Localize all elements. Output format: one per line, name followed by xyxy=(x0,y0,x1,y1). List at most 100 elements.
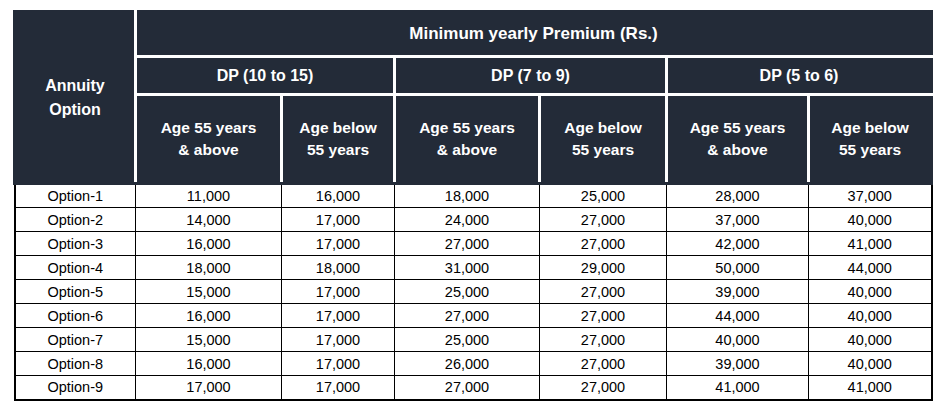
premium-value: 17,000 xyxy=(136,376,282,400)
sub-header-dp5-6-age55-above: Age 55 years & above xyxy=(667,95,809,184)
sub-header-line2: & above xyxy=(178,141,238,158)
premium-value: 27,000 xyxy=(540,376,667,400)
premium-value: 16,000 xyxy=(282,184,395,208)
premium-value: 24,000 xyxy=(395,208,540,232)
premium-value: 17,000 xyxy=(282,232,395,256)
page: Annuity Option Minimum yearly Premium (R… xyxy=(0,0,940,412)
premium-value: 27,000 xyxy=(540,232,667,256)
table-row: Option-2 14,000 17,000 24,000 27,000 37,… xyxy=(15,208,932,232)
premium-value: 16,000 xyxy=(136,232,282,256)
premium-value: 27,000 xyxy=(395,232,540,256)
minimum-yearly-premium-header: Minimum yearly Premium (Rs.) xyxy=(136,12,932,57)
table-row: Option-5 15,000 17,000 25,000 27,000 39,… xyxy=(15,280,932,304)
premium-value: 25,000 xyxy=(395,328,540,352)
premium-value: 37,000 xyxy=(667,208,809,232)
option-label: Option-3 xyxy=(15,232,136,256)
sub-header-line2: & above xyxy=(437,141,497,158)
sub-header-line1: Age below xyxy=(564,119,642,136)
option-label: Option-8 xyxy=(15,352,136,376)
premium-value: 50,000 xyxy=(667,256,809,280)
premium-value: 26,000 xyxy=(395,352,540,376)
premium-value: 17,000 xyxy=(282,376,395,400)
annuity-option-header: Annuity Option xyxy=(15,12,136,184)
option-label: Option-7 xyxy=(15,328,136,352)
premium-value: 18,000 xyxy=(136,256,282,280)
annuity-option-header-line2: Option xyxy=(49,101,101,118)
premium-value: 27,000 xyxy=(540,328,667,352)
premium-value: 44,000 xyxy=(809,256,932,280)
table-row: Option-9 17,000 17,000 27,000 27,000 41,… xyxy=(15,376,932,400)
premium-value: 15,000 xyxy=(136,280,282,304)
premium-value: 41,000 xyxy=(809,376,932,400)
option-label: Option-2 xyxy=(15,208,136,232)
sub-header-line2: 55 years xyxy=(839,141,901,158)
sub-header-dp10-15-age55-above: Age 55 years & above xyxy=(136,95,282,184)
group-header-dp-7-9: DP (7 to 9) xyxy=(395,57,667,95)
premium-value: 25,000 xyxy=(395,280,540,304)
premium-value: 17,000 xyxy=(282,304,395,328)
option-label: Option-6 xyxy=(15,304,136,328)
table-row: Option-3 16,000 17,000 27,000 27,000 42,… xyxy=(15,232,932,256)
premium-value: 16,000 xyxy=(136,304,282,328)
header-row-age-bands: Age 55 years & above Age below 55 years … xyxy=(15,95,932,184)
premium-value: 15,000 xyxy=(136,328,282,352)
sub-header-dp5-6-age-below55: Age below 55 years xyxy=(809,95,932,184)
sub-header-dp7-9-age55-above: Age 55 years & above xyxy=(395,95,540,184)
premium-value: 18,000 xyxy=(282,256,395,280)
premium-value: 27,000 xyxy=(395,376,540,400)
annuity-option-header-line1: Annuity xyxy=(45,77,105,94)
premium-value: 40,000 xyxy=(667,328,809,352)
premium-value: 40,000 xyxy=(809,280,932,304)
premium-value: 41,000 xyxy=(809,232,932,256)
premium-value: 14,000 xyxy=(136,208,282,232)
sub-header-line1: Age 55 years xyxy=(690,119,786,136)
option-label: Option-5 xyxy=(15,280,136,304)
table-row: Option-8 16,000 17,000 26,000 27,000 39,… xyxy=(15,352,932,376)
premium-value: 28,000 xyxy=(667,184,809,208)
premium-value: 17,000 xyxy=(282,208,395,232)
group-header-dp-5-6: DP (5 to 6) xyxy=(667,57,932,95)
option-label: Option-9 xyxy=(15,376,136,400)
table-header: Annuity Option Minimum yearly Premium (R… xyxy=(15,12,932,184)
sub-header-line1: Age below xyxy=(831,119,909,136)
sub-header-dp10-15-age-below55: Age below 55 years xyxy=(282,95,395,184)
premium-value: 27,000 xyxy=(540,280,667,304)
sub-header-line2: 55 years xyxy=(572,141,634,158)
premium-value: 44,000 xyxy=(667,304,809,328)
annuity-premium-table: Annuity Option Minimum yearly Premium (R… xyxy=(13,10,933,401)
premium-value: 17,000 xyxy=(282,352,395,376)
premium-value: 29,000 xyxy=(540,256,667,280)
premium-value: 27,000 xyxy=(540,208,667,232)
header-row-groups: DP (10 to 15) DP (7 to 9) DP (5 to 6) xyxy=(15,57,932,95)
premium-value: 17,000 xyxy=(282,328,395,352)
premium-value: 17,000 xyxy=(282,280,395,304)
group-header-dp-10-15: DP (10 to 15) xyxy=(136,57,395,95)
sub-header-dp7-9-age-below55: Age below 55 years xyxy=(540,95,667,184)
premium-value: 27,000 xyxy=(395,304,540,328)
premium-value: 11,000 xyxy=(136,184,282,208)
premium-value: 40,000 xyxy=(809,328,932,352)
header-row-title: Annuity Option Minimum yearly Premium (R… xyxy=(15,12,932,57)
table-row: Option-7 15,000 17,000 25,000 27,000 40,… xyxy=(15,328,932,352)
table-row: Option-4 18,000 18,000 31,000 29,000 50,… xyxy=(15,256,932,280)
premium-value: 18,000 xyxy=(395,184,540,208)
premium-value: 42,000 xyxy=(667,232,809,256)
sub-header-line2: & above xyxy=(707,141,767,158)
sub-header-line1: Age below xyxy=(299,119,377,136)
premium-value: 40,000 xyxy=(809,304,932,328)
table-row: Option-1 11,000 16,000 18,000 25,000 28,… xyxy=(15,184,932,208)
sub-header-line1: Age 55 years xyxy=(419,119,515,136)
premium-value: 40,000 xyxy=(809,352,932,376)
premium-value: 37,000 xyxy=(809,184,932,208)
premium-value: 40,000 xyxy=(809,208,932,232)
sub-header-line2: 55 years xyxy=(307,141,369,158)
premium-value: 16,000 xyxy=(136,352,282,376)
premium-value: 39,000 xyxy=(667,352,809,376)
premium-value: 27,000 xyxy=(540,304,667,328)
option-label: Option-1 xyxy=(15,184,136,208)
premium-value: 41,000 xyxy=(667,376,809,400)
premium-value: 31,000 xyxy=(395,256,540,280)
table-body: Option-1 11,000 16,000 18,000 25,000 28,… xyxy=(15,184,932,400)
sub-header-line1: Age 55 years xyxy=(161,119,257,136)
premium-value: 25,000 xyxy=(540,184,667,208)
